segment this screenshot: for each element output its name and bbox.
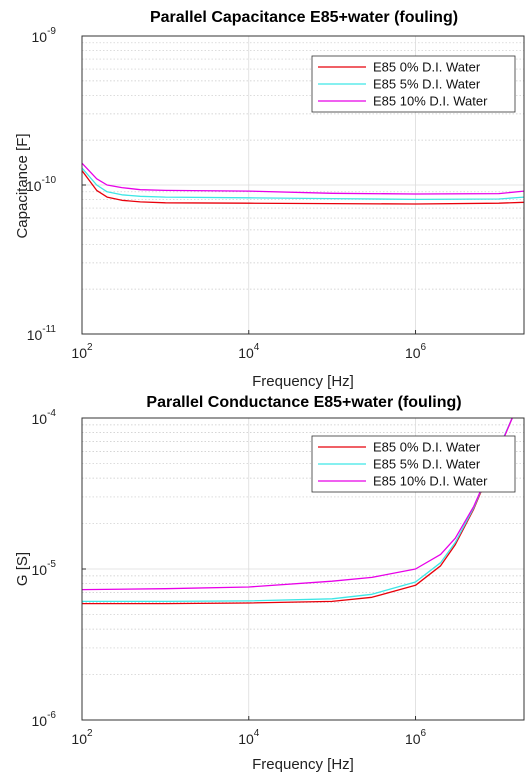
capacitance-chart: Parallel Capacitance E85+water (fouling)… xyxy=(14,9,525,390)
x-tick-label: 102 xyxy=(71,342,93,361)
y-tick-label: 10-11 xyxy=(27,324,57,343)
legend[interactable]: E85 0% D.I. Water E85 5% D.I. Water E85 10… xyxy=(311,55,516,113)
x-tick-labels: 102 104 106 xyxy=(71,330,427,361)
legend-entry: E85 10% D.I. Water xyxy=(373,94,488,109)
legend-entry: E85 5% D.I. Water xyxy=(373,457,481,472)
y-tick-labels: 10-11 10-10 10-9 xyxy=(26,26,86,343)
conductance-chart: Parallel Conductance E85+water (fouling)… xyxy=(14,394,525,773)
y-tick-label: 10-9 xyxy=(32,26,57,45)
x-tick-label: 106 xyxy=(405,728,427,747)
y-tick-label: 10-6 xyxy=(32,710,57,729)
y-axis-label: G [S] xyxy=(14,552,31,586)
series-line-1 xyxy=(82,167,524,201)
y-tick-labels: 10-6 10-5 10-4 xyxy=(32,408,86,729)
x-tick-label: 102 xyxy=(71,728,93,747)
x-axis-label: Frequency [Hz] xyxy=(252,373,354,390)
x-tick-labels: 102 104 106 xyxy=(71,716,427,747)
legend-entry: E85 0% D.I. Water xyxy=(373,60,481,75)
legend[interactable]: E85 0% D.I. Water E85 5% D.I. Water E85 10… xyxy=(311,435,516,493)
y-tick-label: 10-4 xyxy=(32,408,57,427)
x-tick-label: 106 xyxy=(405,342,427,361)
x-tick-label: 104 xyxy=(238,728,260,747)
series-layer xyxy=(82,162,524,205)
legend-entry: E85 5% D.I. Water xyxy=(373,77,481,92)
series-line-2 xyxy=(82,162,524,195)
x-axis-label: Frequency [Hz] xyxy=(252,756,354,773)
legend-entry: E85 0% D.I. Water xyxy=(373,440,481,455)
legend-entry: E85 10% D.I. Water xyxy=(373,474,488,489)
y-axis-label: Capacitance [F] xyxy=(14,133,31,238)
y-tick-label: 10-10 xyxy=(26,175,56,194)
x-tick-label: 104 xyxy=(238,342,260,361)
y-tick-label: 10-5 xyxy=(32,559,57,578)
series-line-0 xyxy=(82,170,524,205)
chart-title: Parallel Capacitance E85+water (fouling) xyxy=(150,9,458,26)
chart-title: Parallel Conductance E85+water (fouling) xyxy=(146,394,461,411)
